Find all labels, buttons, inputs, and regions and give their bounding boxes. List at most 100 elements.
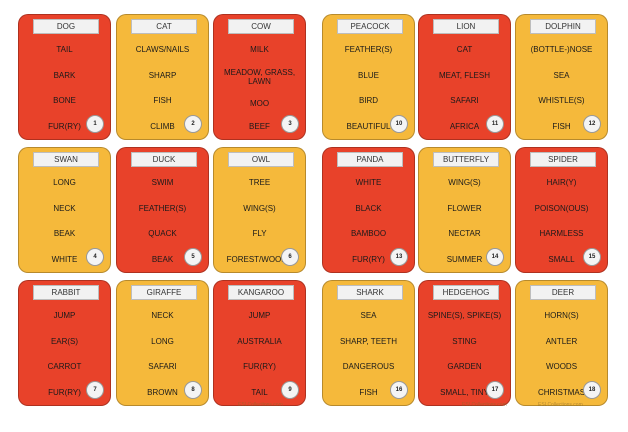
card-word: SMALL <box>548 254 575 264</box>
word-list: CAT MEAT, FLESH SAFARI AFRICA <box>421 45 508 131</box>
animal-card: DOLPHIN (BOTTLE-)NOSE SEA WHISTLE(S) FISH 12 <box>515 14 608 140</box>
card-title: PEACOCK <box>337 19 403 34</box>
card-word: WHISTLE(S) <box>538 96 585 106</box>
card-title: LION <box>433 19 499 34</box>
card-word: TAIL <box>56 45 73 54</box>
card-word: BEAK <box>151 254 174 264</box>
card-word: FUR(RY) <box>48 387 81 397</box>
card-word: QUACK <box>148 229 177 239</box>
card-word: JUMP <box>53 311 76 320</box>
animal-card: SPIDER HAIR(Y) POISON(OUS) HARMLESS SMALL 15 <box>515 147 608 273</box>
card-title: BUTTERFLY <box>433 152 499 167</box>
card-number-badge: 14 <box>486 248 504 266</box>
word-list: WING(S) FLOWER NECTAR SUMMER <box>421 178 508 264</box>
card-number-badge: 8 <box>184 381 202 399</box>
card-number-badge: 6 <box>281 248 299 266</box>
card-word: MEADOW, GRASS, LAWN <box>223 67 296 86</box>
card-title: RABBIT <box>33 285 99 300</box>
card-word: CAT <box>456 45 473 54</box>
card-word: SEA <box>553 70 570 80</box>
card-word: CARROT <box>47 362 82 372</box>
card-word: SHARP <box>148 70 177 80</box>
card-word: SPINE(S), SPIKE(S) <box>427 311 502 320</box>
card-number-badge: 17 <box>486 381 504 399</box>
word-list: CLAWS/NAILS SHARP FISH CLIMB <box>119 45 206 131</box>
word-list: JUMP AUSTRALIA FUR(RY) TAIL <box>216 311 303 397</box>
card-word: BLUE <box>358 70 379 80</box>
animal-card: DOG TAIL BARK BONE FUR(RY) 1 <box>18 14 111 140</box>
card-title: GIRAFFE <box>131 285 197 300</box>
card-word: HORN(S) <box>544 311 579 320</box>
card-word: CHRISTMAS <box>537 387 586 397</box>
card-number-badge: 16 <box>390 381 408 399</box>
card-word: AUSTRALIA <box>237 336 282 346</box>
card-number-badge: 4 <box>86 248 104 266</box>
card-word: NECK <box>151 311 174 320</box>
card-word: EAR(S) <box>50 336 79 346</box>
card-word: BEAK <box>53 229 76 239</box>
card-word: NECTAR <box>448 229 481 239</box>
card-number-badge: 11 <box>486 115 504 133</box>
card-word: TREE <box>248 178 271 187</box>
card-number-badge: 7 <box>86 381 104 399</box>
card-word: BAMBOO <box>350 229 387 239</box>
animal-card: BUTTERFLY WING(S) FLOWER NECTAR SUMMER 14 <box>418 147 511 273</box>
card-word: HARMLESS <box>539 229 584 239</box>
card-word: BONE <box>53 96 76 106</box>
word-list: SWIM FEATHER(S) QUACK BEAK <box>119 178 206 264</box>
card-word: SUMMER <box>446 254 483 264</box>
animal-card: SWAN LONG NECK BEAK WHITE 4 <box>18 147 111 273</box>
card-title: SHARK <box>337 285 403 300</box>
animal-card: RABBIT JUMP EAR(S) CARROT FUR(RY) 7 <box>18 280 111 406</box>
word-list: SEA SHARP, TEETH DANGEROUS FISH <box>325 311 412 397</box>
animal-card: COW MILK MEADOW, GRASS, LAWN MOO BEEF 3 <box>213 14 306 140</box>
card-number-badge: 5 <box>184 248 202 266</box>
card-word: FUR(RY) <box>243 362 276 372</box>
card-word: GARDEN <box>447 362 482 372</box>
card-title: HEDGEHOG <box>433 285 499 300</box>
card-word: WOODS <box>545 362 578 372</box>
animal-card: PEACOCK FEATHER(S) BLUE BIRD BEAUTIFUL 10 <box>322 14 415 140</box>
card-number-badge: 3 <box>281 115 299 133</box>
card-number-badge: 18 <box>583 381 601 399</box>
animal-card: HEDGEHOG SPINE(S), SPIKE(S) STING GARDEN SMA… <box>418 280 511 406</box>
card-word: FISH <box>552 121 571 131</box>
card-number-badge: 2 <box>184 115 202 133</box>
card-word: SAFARI <box>450 96 479 106</box>
card-word: BEAUTIFUL <box>346 121 391 131</box>
card-number-badge: 1 <box>86 115 104 133</box>
card-word: FUR(RY) <box>48 121 81 131</box>
card-word: FEATHER(S) <box>138 203 187 213</box>
card-title: OWL <box>228 152 294 167</box>
card-word: SEA <box>360 311 377 320</box>
card-number-badge: 13 <box>390 248 408 266</box>
card-word: ANTLER <box>545 336 578 346</box>
card-title: DEER <box>530 285 596 300</box>
card-title: SPIDER <box>530 152 596 167</box>
card-word: WHITE <box>51 254 78 264</box>
card-word: FLY <box>252 229 267 239</box>
animal-card: CAT CLAWS/NAILS SHARP FISH CLIMB 2 <box>116 14 209 140</box>
card-word: FEATHER(S) <box>344 45 393 54</box>
card-word: LONG <box>53 178 76 187</box>
card-title: SWAN <box>33 152 99 167</box>
animal-card: DEER HORN(S) ANTLER WOODS CHRISTMAS 18 <box>515 280 608 406</box>
card-word: WHITE <box>355 178 382 187</box>
card-title: PANDA <box>337 152 403 167</box>
card-word: AFRICA <box>449 121 480 131</box>
word-list: WHITE BLACK BAMBOO FUR(RY) <box>325 178 412 264</box>
card-word: BIRD <box>358 96 379 106</box>
card-title: KANGAROO <box>228 285 294 300</box>
word-list: JUMP EAR(S) CARROT FUR(RY) <box>21 311 108 397</box>
animal-card: DUCK SWIM FEATHER(S) QUACK BEAK 5 <box>116 147 209 273</box>
card-word: NECK <box>53 203 76 213</box>
card-word: LONG <box>151 336 174 346</box>
card-word: TAIL <box>251 387 268 397</box>
card-word: BLACK <box>355 203 382 213</box>
animal-card: GIRAFFE NECK LONG SAFARI BROWN 8 <box>116 280 209 406</box>
card-word: SMALL, TINY <box>440 387 489 397</box>
card-word: CLIMB <box>150 121 175 131</box>
card-word: WING(S) <box>448 178 481 187</box>
card-number-badge: 15 <box>583 248 601 266</box>
animal-card: PANDA WHITE BLACK BAMBOO FUR(RY) 13 <box>322 147 415 273</box>
